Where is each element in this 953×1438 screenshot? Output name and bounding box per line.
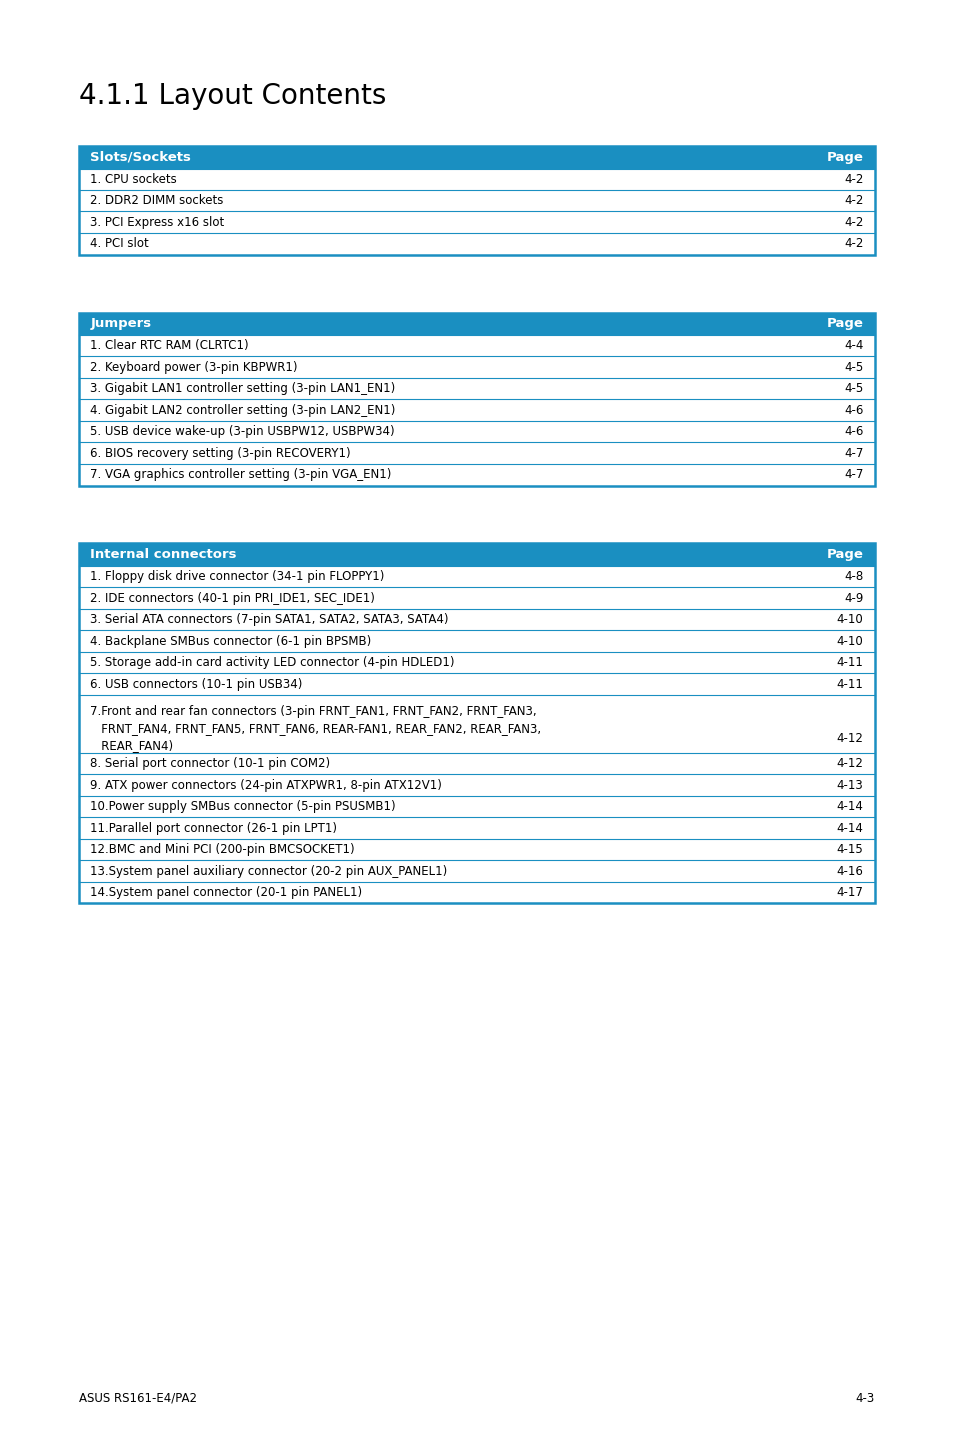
Text: 7.Front and rear fan connectors (3-pin FRNT_FAN1, FRNT_FAN2, FRNT_FAN3,
   FRNT_: 7.Front and rear fan connectors (3-pin F… xyxy=(91,706,541,752)
Text: 7. VGA graphics controller setting (3-pin VGA_EN1): 7. VGA graphics controller setting (3-pi… xyxy=(91,469,392,482)
Text: 1. CPU sockets: 1. CPU sockets xyxy=(91,173,177,186)
Text: Page: Page xyxy=(826,151,862,164)
Text: 10.Power supply SMBus connector (5-pin PSUSMB1): 10.Power supply SMBus connector (5-pin P… xyxy=(91,801,395,814)
Text: 4-2: 4-2 xyxy=(843,173,862,186)
Text: 5. USB device wake-up (3-pin USBPW12, USBPW34): 5. USB device wake-up (3-pin USBPW12, US… xyxy=(91,426,395,439)
Text: 4-15: 4-15 xyxy=(836,843,862,856)
Text: 3. Gigabit LAN1 controller setting (3-pin LAN1_EN1): 3. Gigabit LAN1 controller setting (3-pi… xyxy=(91,383,395,395)
Text: 4-6: 4-6 xyxy=(843,404,862,417)
Text: 4-6: 4-6 xyxy=(843,426,862,439)
Text: 5. Storage add-in card activity LED connector (4-pin HDLED1): 5. Storage add-in card activity LED conn… xyxy=(91,656,455,669)
Text: 4-5: 4-5 xyxy=(843,383,862,395)
Text: 8. Serial port connector (10-1 pin COM2): 8. Serial port connector (10-1 pin COM2) xyxy=(91,758,331,771)
Bar xyxy=(79,147,874,168)
Text: 4-14: 4-14 xyxy=(836,821,862,834)
Text: 4-2: 4-2 xyxy=(843,194,862,207)
Text: 11.Parallel port connector (26-1 pin LPT1): 11.Parallel port connector (26-1 pin LPT… xyxy=(91,821,337,834)
Text: 13.System panel auxiliary connector (20-2 pin AUX_PANEL1): 13.System panel auxiliary connector (20-… xyxy=(91,864,447,877)
Text: 4-7: 4-7 xyxy=(843,447,862,460)
Text: 6. USB connectors (10-1 pin USB34): 6. USB connectors (10-1 pin USB34) xyxy=(91,677,302,690)
Text: 2. IDE connectors (40-1 pin PRI_IDE1, SEC_IDE1): 2. IDE connectors (40-1 pin PRI_IDE1, SE… xyxy=(91,592,375,605)
Text: 4-16: 4-16 xyxy=(836,864,862,877)
Text: 4-7: 4-7 xyxy=(843,469,862,482)
Text: 4. Backplane SMBus connector (6-1 pin BPSMB): 4. Backplane SMBus connector (6-1 pin BP… xyxy=(91,634,372,647)
Text: 4-12: 4-12 xyxy=(836,732,862,745)
Text: Page: Page xyxy=(826,318,862,331)
Text: Slots/Sockets: Slots/Sockets xyxy=(91,151,192,164)
Text: Page: Page xyxy=(826,548,862,561)
Text: 2. Keyboard power (3-pin KBPWR1): 2. Keyboard power (3-pin KBPWR1) xyxy=(91,361,297,374)
Text: 9. ATX power connectors (24-pin ATXPWR1, 8-pin ATX12V1): 9. ATX power connectors (24-pin ATXPWR1,… xyxy=(91,779,442,792)
Text: 4-11: 4-11 xyxy=(836,656,862,669)
Text: 3. PCI Express x16 slot: 3. PCI Express x16 slot xyxy=(91,216,225,229)
Bar xyxy=(79,544,874,567)
Text: 4-5: 4-5 xyxy=(843,361,862,374)
Text: Jumpers: Jumpers xyxy=(91,318,152,331)
Text: 4-9: 4-9 xyxy=(843,592,862,605)
Text: 1. Clear RTC RAM (CLRTC1): 1. Clear RTC RAM (CLRTC1) xyxy=(91,339,249,352)
Text: 4-12: 4-12 xyxy=(836,758,862,771)
Text: 4-11: 4-11 xyxy=(836,677,862,690)
Text: 12.BMC and Mini PCI (200-pin BMCSOCKET1): 12.BMC and Mini PCI (200-pin BMCSOCKET1) xyxy=(91,843,355,856)
Text: 4-2: 4-2 xyxy=(843,216,862,229)
Bar xyxy=(79,544,874,903)
Text: 4-8: 4-8 xyxy=(843,571,862,584)
Text: 4. PCI slot: 4. PCI slot xyxy=(91,237,149,250)
Text: 1. Floppy disk drive connector (34-1 pin FLOPPY1): 1. Floppy disk drive connector (34-1 pin… xyxy=(91,571,384,584)
Text: ASUS RS161-E4/PA2: ASUS RS161-E4/PA2 xyxy=(79,1392,196,1405)
Text: 2. DDR2 DIMM sockets: 2. DDR2 DIMM sockets xyxy=(91,194,224,207)
Text: 4.1.1 Layout Contents: 4.1.1 Layout Contents xyxy=(79,82,386,109)
Bar xyxy=(79,147,874,255)
Text: 4-2: 4-2 xyxy=(843,237,862,250)
Text: 4-10: 4-10 xyxy=(836,613,862,627)
Text: 4-13: 4-13 xyxy=(836,779,862,792)
Text: 3. Serial ATA connectors (7-pin SATA1, SATA2, SATA3, SATA4): 3. Serial ATA connectors (7-pin SATA1, S… xyxy=(91,613,449,627)
Text: 4-14: 4-14 xyxy=(836,801,862,814)
Text: 14.System panel connector (20-1 pin PANEL1): 14.System panel connector (20-1 pin PANE… xyxy=(91,886,362,899)
Text: 4-10: 4-10 xyxy=(836,634,862,647)
Text: 4-3: 4-3 xyxy=(855,1392,874,1405)
Bar xyxy=(79,312,874,335)
Text: 4-4: 4-4 xyxy=(843,339,862,352)
Text: 4-17: 4-17 xyxy=(836,886,862,899)
Bar xyxy=(79,312,874,486)
Text: 4. Gigabit LAN2 controller setting (3-pin LAN2_EN1): 4. Gigabit LAN2 controller setting (3-pi… xyxy=(91,404,395,417)
Text: Internal connectors: Internal connectors xyxy=(91,548,236,561)
Text: 6. BIOS recovery setting (3-pin RECOVERY1): 6. BIOS recovery setting (3-pin RECOVERY… xyxy=(91,447,351,460)
